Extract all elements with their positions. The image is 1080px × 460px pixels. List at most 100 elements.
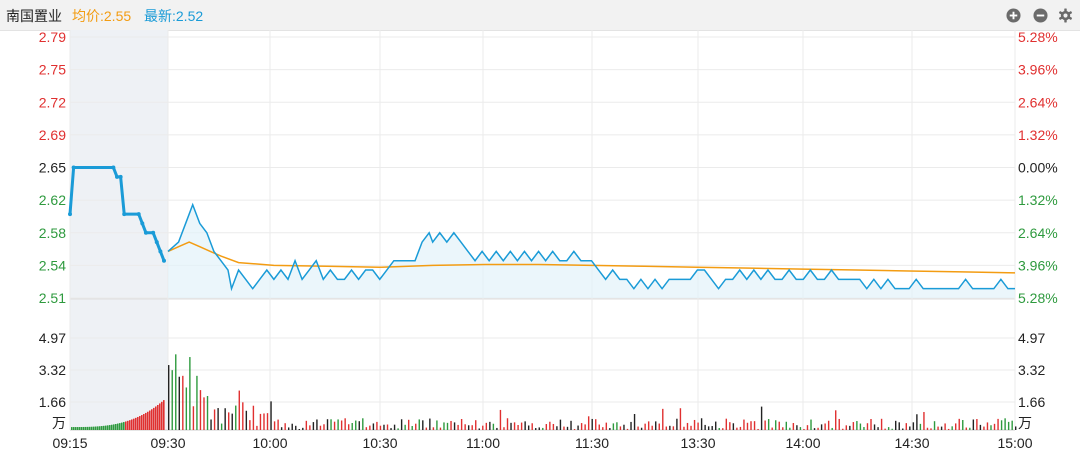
- volume-tick-label: 4.97: [39, 330, 66, 346]
- volume-bar: [210, 419, 212, 430]
- volume-bar: [295, 425, 297, 430]
- volume-bar: [372, 423, 375, 430]
- volume-bar: [831, 427, 833, 430]
- volume-bar: [905, 423, 907, 430]
- auction-price-point: [115, 174, 119, 179]
- volume-bar: [227, 412, 230, 430]
- volume-bar: [849, 425, 851, 430]
- volume-bar: [824, 423, 826, 430]
- volume-bar: [619, 426, 622, 430]
- volume-bar: [640, 427, 643, 430]
- volume-bar: [969, 427, 971, 430]
- settings-gear-icon[interactable]: [1058, 8, 1073, 23]
- volume-bar: [256, 425, 258, 430]
- volume-bar: [365, 427, 368, 430]
- volume-bar: [397, 428, 399, 430]
- volume-tick-label: 3.32: [1018, 362, 1045, 378]
- volume-bar: [407, 419, 410, 430]
- percent-tick-label: 2.64%: [1018, 94, 1058, 110]
- volume-bar: [151, 409, 153, 430]
- volume-bar: [432, 427, 435, 430]
- time-tick-label: 10:30: [362, 435, 397, 451]
- volume-bar: [580, 423, 583, 430]
- volume-bar: [71, 427, 73, 430]
- volume-bar: [566, 426, 569, 430]
- volume-bar: [1004, 418, 1006, 430]
- volume-bar: [213, 409, 216, 430]
- volume-bar: [760, 406, 763, 430]
- volume-bar: [85, 426, 87, 430]
- volume-bar: [159, 403, 161, 430]
- volume-bar: [506, 418, 509, 430]
- volume-bar: [732, 423, 735, 430]
- volume-bar: [570, 420, 572, 430]
- volume-bar: [439, 427, 442, 430]
- volume-bar: [475, 420, 477, 430]
- volume-bar: [612, 423, 615, 430]
- volume-bar: [750, 421, 752, 430]
- volume-bar: [944, 423, 946, 430]
- price-tick-label: 2.72: [39, 94, 66, 110]
- volume-bar: [803, 428, 805, 430]
- zoom-out-icon[interactable]: [1033, 8, 1048, 23]
- volume-bar: [178, 376, 180, 430]
- volume-bar: [520, 422, 523, 430]
- volume-bar: [277, 419, 279, 430]
- volume-bar: [658, 423, 660, 430]
- volume-bar: [796, 425, 798, 430]
- volume-bar: [651, 425, 653, 430]
- volume-bar: [393, 424, 396, 430]
- percent-tick-label: 3.96%: [1018, 257, 1058, 273]
- volume-bar: [141, 415, 143, 430]
- volume-bar: [563, 426, 565, 430]
- price-tick-label: 2.58: [39, 225, 66, 241]
- volume-bar: [252, 405, 255, 430]
- volume-bar: [390, 428, 392, 430]
- volume-bar: [344, 418, 346, 430]
- volume-bar: [291, 423, 293, 430]
- chart-header: 南国置业 均价:2.55 最新:2.52: [0, 0, 1080, 31]
- volume-bar: [951, 426, 953, 430]
- time-tick-label: 15:00: [997, 435, 1032, 451]
- volume-bar: [347, 424, 350, 430]
- volume-bar: [877, 427, 879, 430]
- volume-bar: [764, 420, 766, 430]
- volume-bar: [127, 420, 129, 430]
- volume-bar: [852, 422, 855, 430]
- auction-price-point: [151, 230, 156, 235]
- volume-bar: [880, 418, 883, 430]
- volume-bar: [531, 423, 533, 430]
- volume-bar: [478, 428, 480, 430]
- volume-bar: [827, 420, 830, 430]
- volume-bar: [866, 423, 869, 430]
- price-tick-label: 2.54: [39, 257, 66, 273]
- volume-bar: [842, 428, 844, 430]
- volume-bar: [249, 420, 251, 430]
- percent-tick-label: 5.28%: [1018, 30, 1058, 45]
- volume-bar: [958, 418, 960, 430]
- volume-bar: [838, 418, 840, 430]
- volume-bar: [577, 425, 579, 430]
- volume-bar: [524, 421, 526, 430]
- volume-bar: [121, 422, 123, 430]
- volume-bar: [109, 425, 111, 430]
- volume-bar: [119, 423, 121, 430]
- volume-bar: [1007, 421, 1010, 430]
- volume-bar: [655, 421, 657, 430]
- price-tick-label: 2.62: [39, 192, 66, 208]
- volume-bar: [725, 418, 728, 430]
- volume-tick-label: 4.97: [1018, 330, 1045, 346]
- volume-bar: [93, 426, 95, 430]
- volume-bar: [940, 426, 943, 430]
- volume-bar: [662, 408, 664, 430]
- volume-bar: [355, 420, 357, 430]
- volume-bar: [386, 424, 389, 430]
- zoom-in-icon[interactable]: [1006, 8, 1021, 23]
- volume-bar: [933, 421, 936, 430]
- volume-bar: [767, 419, 770, 430]
- volume-bar: [309, 425, 311, 430]
- volume-bar: [930, 428, 932, 430]
- volume-unit-label: 万: [52, 415, 66, 431]
- volume-bar: [89, 426, 91, 430]
- volume-bar: [298, 429, 300, 430]
